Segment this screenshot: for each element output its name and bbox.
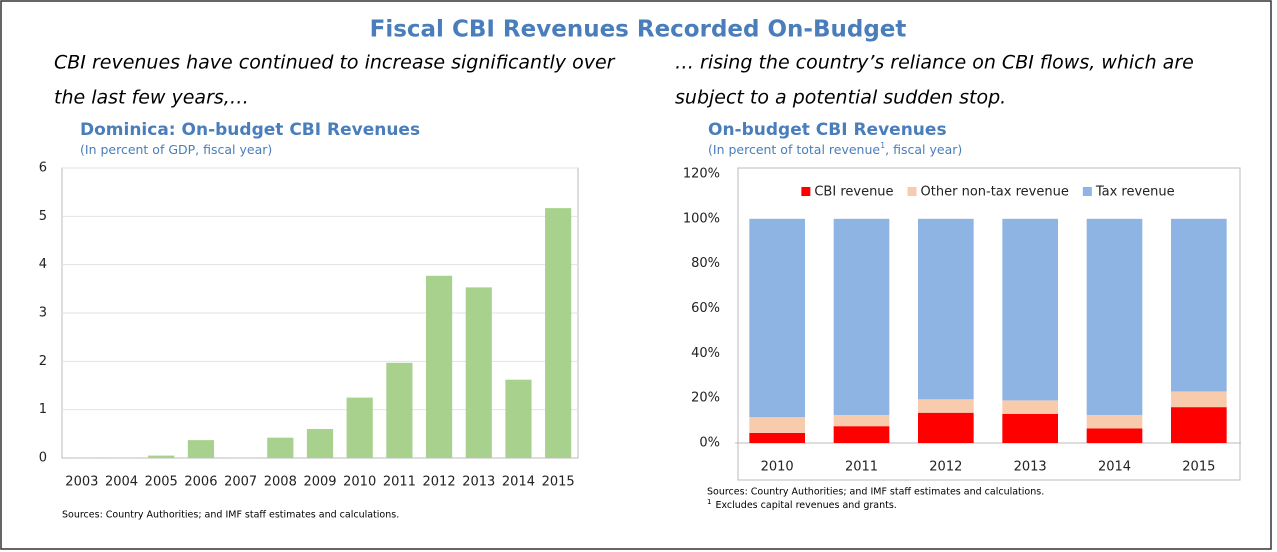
footnote-marker: 1 — [707, 498, 711, 506]
legend-label: Tax revenue — [1095, 185, 1175, 200]
y-tick-label: 0 — [39, 451, 47, 466]
x-tick-label: 2011 — [383, 475, 416, 490]
bar — [306, 429, 334, 458]
bar — [386, 362, 413, 458]
y-tick-label: 5 — [39, 209, 47, 224]
bar-segment — [1002, 413, 1058, 443]
y-tick-label: 0% — [699, 436, 720, 451]
subtitle-part: (In percent of GDP, fiscal year) — [80, 142, 272, 157]
superscript: 1 — [880, 141, 885, 150]
x-tick-label: 2006 — [184, 475, 217, 490]
x-tick-label: 2012 — [929, 460, 962, 475]
y-tick-label: 4 — [39, 257, 47, 272]
caption: CBI revenues have continued to increase … — [54, 52, 616, 74]
bar-segment — [833, 218, 890, 415]
y-tick-label: 2 — [39, 354, 47, 369]
legend-label: Other non-tax revenue — [921, 185, 1069, 200]
source-note: Sources: Country Authorities; and IMF st… — [62, 510, 399, 521]
bar-segment — [1086, 218, 1143, 415]
x-tick-label: 2013 — [1014, 460, 1047, 475]
chart-title: Dominica: On-budget CBI Revenues — [80, 120, 420, 140]
y-tick-label: 120% — [683, 167, 720, 182]
bar — [465, 287, 492, 458]
bar-segment — [1171, 218, 1227, 392]
x-tick-label: 2011 — [845, 460, 878, 475]
subtitle-part: (In percent of total revenue — [708, 142, 880, 157]
footnote: 1 Excludes capital revenues and grants. — [707, 498, 897, 511]
legend-swatch — [907, 187, 917, 196]
chart-title: On-budget CBI Revenues — [708, 120, 947, 140]
bar-segment — [918, 412, 974, 443]
x-tick-label: 2007 — [224, 475, 257, 490]
bar — [346, 397, 373, 458]
bar-segment — [749, 417, 805, 433]
bar-segment — [833, 426, 890, 443]
bar-segment — [918, 218, 974, 400]
footnote-text: Excludes capital revenues and grants. — [715, 500, 896, 511]
bar-segment — [1086, 428, 1143, 443]
bar — [545, 208, 572, 458]
bar — [148, 455, 175, 458]
bar — [505, 379, 532, 458]
chart-subtitle: (In percent of total revenue1, fiscal ye… — [708, 141, 962, 157]
x-tick-label: 2014 — [502, 475, 535, 490]
caption: subject to a potential sudden stop. — [675, 87, 1006, 109]
x-tick-label: 2004 — [105, 475, 138, 490]
source-note: Sources: Country Authorities; and IMF st… — [707, 487, 1044, 498]
x-tick-label: 2003 — [65, 475, 98, 490]
y-tick-label: 6 — [39, 161, 47, 176]
bar — [187, 440, 215, 458]
bar — [425, 275, 453, 458]
caption: the last few years,… — [54, 87, 249, 109]
subtitle-part: , fiscal year) — [885, 142, 962, 157]
page-title: Fiscal CBI Revenues Recorded On-Budget — [370, 17, 907, 43]
x-tick-label: 2005 — [145, 475, 178, 490]
y-tick-label: 80% — [691, 256, 720, 271]
x-tick-label: 2009 — [303, 475, 336, 490]
x-tick-label: 2014 — [1098, 460, 1131, 475]
x-tick-label: 2015 — [542, 475, 575, 490]
bar-segment — [1002, 218, 1058, 401]
bar-segment — [1086, 414, 1143, 429]
y-tick-label: 100% — [683, 211, 720, 226]
bar-segment — [918, 399, 974, 413]
bar-segment — [1002, 400, 1058, 414]
bar-segment — [749, 432, 805, 443]
x-tick-label: 2012 — [423, 475, 456, 490]
bar-segment — [833, 414, 890, 427]
bar-segment — [749, 218, 805, 418]
y-tick-label: 20% — [691, 391, 720, 406]
plot-frame — [737, 167, 1241, 481]
y-tick-label: 40% — [691, 346, 720, 361]
bar-segment — [1171, 407, 1227, 443]
x-tick-label: 2010 — [343, 475, 376, 490]
bar — [267, 437, 294, 458]
x-tick-label: 2008 — [264, 475, 297, 490]
x-tick-label: 2015 — [1182, 460, 1215, 475]
x-tick-label: 2010 — [761, 460, 794, 475]
legend-swatch — [1082, 187, 1092, 196]
bar-segment — [1171, 391, 1227, 408]
y-tick-label: 1 — [39, 402, 47, 417]
chart-subtitle: (In percent of GDP, fiscal year) — [80, 142, 272, 157]
legend-swatch — [801, 187, 811, 196]
y-tick-label: 60% — [691, 301, 720, 316]
legend-label: CBI revenue — [814, 185, 893, 200]
y-tick-label: 3 — [39, 306, 47, 321]
x-tick-label: 2013 — [462, 475, 495, 490]
caption: … rising the country’s reliance on CBI f… — [675, 52, 1194, 74]
